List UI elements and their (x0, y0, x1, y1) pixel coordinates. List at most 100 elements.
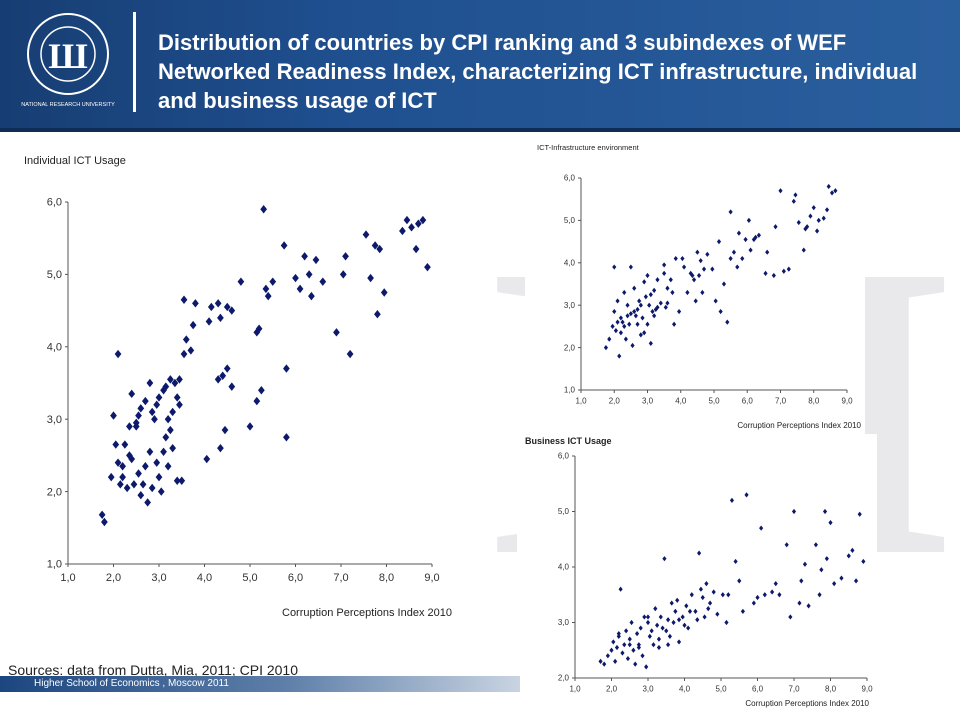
x-tick-label: 3,0 (642, 397, 654, 406)
data-point (262, 284, 270, 294)
data-point (816, 217, 821, 223)
data-point (740, 255, 745, 262)
data-point (638, 332, 643, 338)
data-point (791, 508, 797, 515)
x-tick-label: 5,0 (715, 685, 727, 694)
data-point (616, 633, 621, 639)
data-point (740, 608, 745, 614)
data-point (655, 277, 660, 283)
data-point (144, 498, 151, 507)
data-point (610, 323, 615, 329)
data-point (652, 287, 657, 293)
data-point (624, 628, 629, 634)
data-point (662, 270, 667, 276)
data-point (701, 266, 707, 272)
data-point (644, 664, 649, 670)
data-point (668, 277, 673, 283)
data-point (686, 625, 691, 631)
data-point (744, 492, 749, 498)
university-logo: Ш NATIONAL RESEARCH UNIVERSITY (21, 13, 115, 108)
data-point (777, 592, 782, 598)
x-tick-label: 2,0 (106, 572, 121, 584)
data-point (733, 558, 738, 565)
x-tick-label: 2,0 (606, 685, 618, 694)
x-tick-label: 7,0 (775, 397, 787, 406)
data-point (264, 291, 272, 301)
data-point (846, 553, 851, 559)
y-tick-label: 1,0 (47, 559, 62, 571)
data-point (623, 336, 628, 342)
data-point (137, 404, 145, 413)
data-point (342, 252, 349, 261)
data-point (711, 589, 716, 595)
data-point (346, 349, 354, 359)
data-point (148, 407, 156, 417)
data-point (180, 349, 188, 359)
data-point (673, 608, 678, 614)
data-point (653, 306, 658, 313)
data-point (773, 224, 778, 230)
data-point (695, 249, 700, 255)
data-point (301, 252, 308, 261)
data-point (715, 611, 720, 617)
data-point (603, 345, 609, 351)
data-point (721, 281, 727, 287)
y-tick-label: 4,0 (564, 258, 576, 267)
data-point (728, 209, 733, 215)
data-point (682, 622, 687, 628)
data-point (651, 642, 656, 648)
data-point (221, 425, 229, 435)
data-point (630, 342, 635, 349)
data-point (625, 302, 630, 308)
data-point (141, 462, 149, 471)
data-point (622, 642, 627, 648)
data-point (799, 578, 804, 584)
data-point (826, 183, 831, 190)
data-point (643, 294, 648, 300)
data-point (817, 592, 822, 598)
data-point (128, 454, 136, 464)
data-point (690, 272, 695, 279)
y-axis-label: Individual ICT Usage (24, 155, 126, 167)
data-point (645, 619, 651, 626)
y-tick-label: 4,0 (558, 563, 570, 572)
y-tick-label: 2,0 (47, 486, 62, 498)
data-point (162, 433, 170, 442)
data-point (665, 642, 671, 648)
data-point (367, 273, 374, 283)
data-point (618, 330, 623, 336)
x-tick-label: 6,0 (288, 572, 303, 584)
data-point (793, 192, 798, 198)
data-point (625, 313, 630, 319)
x-axis-label: Corruption Perceptions Index 2010 (282, 607, 452, 619)
data-point (821, 215, 826, 221)
data-point (153, 458, 161, 467)
data-point (642, 330, 647, 336)
data-point (650, 308, 655, 315)
data-point (203, 454, 211, 464)
data-point (716, 239, 722, 245)
data-point (627, 321, 632, 327)
data-point (269, 277, 277, 286)
data-point (642, 279, 647, 285)
y-tick-label: 3,0 (558, 618, 570, 627)
header-divider (133, 12, 136, 112)
data-point (669, 600, 674, 606)
data-point (822, 508, 828, 515)
data-point (737, 578, 742, 584)
data-point (652, 313, 657, 319)
data-point (217, 313, 224, 323)
y-tick-label: 2,0 (558, 674, 570, 683)
x-tick-label: 8,0 (825, 685, 837, 694)
x-tick-label: 6,0 (742, 397, 754, 406)
data-point (319, 277, 327, 286)
chart-business-ict-usage: 1,0 2,0 3,0 4,0 5,0 6,0 7,0 8,0 9,0 2,0 3,0 4,0 5,0 6… (517, 434, 877, 710)
data-point (182, 335, 190, 344)
data-point (676, 639, 682, 645)
data-point (139, 480, 147, 489)
data-point (305, 270, 313, 279)
data-point (696, 272, 702, 279)
data-point (635, 321, 640, 327)
data-point (746, 217, 751, 223)
data-point (813, 542, 818, 548)
